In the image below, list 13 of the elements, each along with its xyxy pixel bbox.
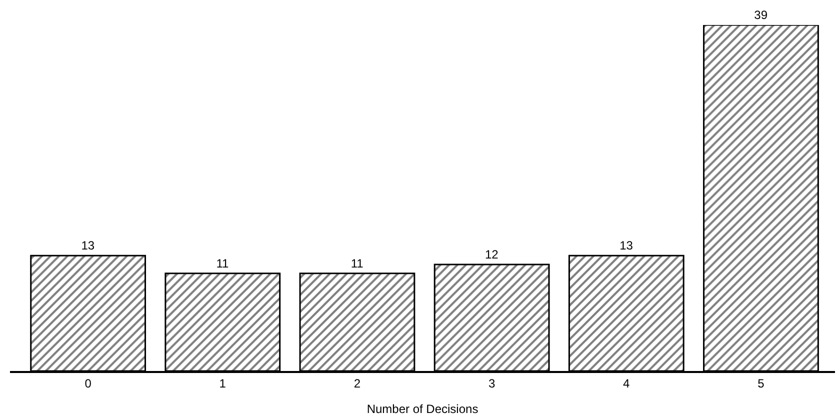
data-label: 13 xyxy=(81,238,95,253)
data-label: 11 xyxy=(216,256,230,270)
x-axis-title: Number of Decisions xyxy=(366,402,478,416)
data-label: 39 xyxy=(754,8,768,22)
x-tick-label: 0 xyxy=(84,376,92,390)
data-label: 13 xyxy=(620,238,634,253)
x-tick-label: 2 xyxy=(354,376,361,390)
data-label: 11 xyxy=(350,256,364,270)
x-tick-label: 5 xyxy=(758,376,765,390)
x-tick-label: 1 xyxy=(219,376,226,390)
x-tick-label: 3 xyxy=(488,376,496,390)
data-label: 12 xyxy=(484,248,499,262)
x-tick-label: 4 xyxy=(623,376,630,390)
